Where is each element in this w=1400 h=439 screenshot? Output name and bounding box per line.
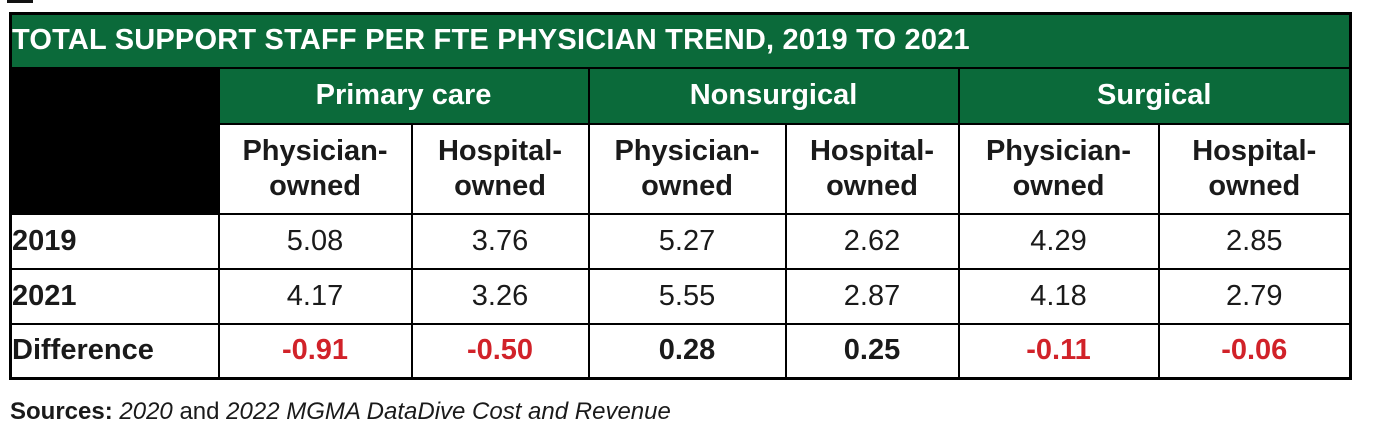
sub-header-hospital-owned: Hospital-owned [410,122,590,215]
title-row: TOTAL SUPPORT STAFF PER FTE PHYSICIAN TR… [9,12,1352,69]
value-cell: 5.27 [587,212,787,270]
group-header-row: Primary care Nonsurgical Surgical [9,66,1352,215]
value-cell: 4.18 [957,267,1160,325]
sources-conjunction: and [172,398,227,425]
sub-header-hospital-owned: Hospital-owned [784,122,960,215]
value-cell: 4.17 [217,267,413,325]
group-header-nonsurgical: Nonsurgical [587,66,960,125]
row-label-2021: 2021 [9,267,220,325]
value-cell: 4.29 [957,212,1160,270]
sources-separator: : [104,398,120,425]
value-cell: 3.76 [410,212,590,270]
value-cell: 2.85 [1157,212,1352,270]
value-cell: 2.79 [1157,267,1352,325]
sub-header-hospital-owned: Hospital-owned [1157,122,1352,215]
difference-value-cell: -0.91 [217,322,413,380]
difference-value-cell: 0.28 [587,322,787,380]
crop-artifact [7,0,33,3]
data-row-2019: 2019 5.08 3.76 5.27 2.62 4.29 2.85 [9,212,1352,270]
support-staff-table: TOTAL SUPPORT STAFF PER FTE PHYSICIAN TR… [9,12,1352,380]
value-cell: 5.08 [217,212,413,270]
group-header-primary-care: Primary care [217,66,590,125]
sources-label: Sources [10,398,105,425]
difference-value-cell: -0.11 [957,322,1160,380]
data-row-2021: 2021 4.17 3.26 5.55 2.87 4.18 2.79 [9,267,1352,325]
corner-cell [9,66,220,215]
sources-note: Sources: 2020 and 2022 MGMA DataDive Cos… [10,398,671,426]
group-header-surgical: Surgical [957,66,1352,125]
value-cell: 3.26 [410,267,590,325]
row-label-2019: 2019 [9,212,220,270]
value-cell: 2.87 [784,267,960,325]
sources-part-2020: 2020 [119,398,173,425]
row-label-difference: Difference [9,322,220,380]
table-title: TOTAL SUPPORT STAFF PER FTE PHYSICIAN TR… [9,12,1352,69]
sub-header-row: Physician-owned Hospital-owned Physician… [11,122,1352,215]
difference-value-cell: -0.50 [410,322,590,380]
sub-header-physician-owned: Physician-owned [587,122,787,215]
difference-value-cell: 0.25 [784,322,960,380]
sub-header-physician-owned: Physician-owned [217,122,413,215]
difference-value-cell: -0.06 [1157,322,1352,380]
data-row-difference: Difference -0.91 -0.50 0.28 0.25 -0.11 -… [9,322,1352,380]
value-cell: 2.62 [784,212,960,270]
sub-header-physician-owned: Physician-owned [957,122,1160,215]
sources-part-2022: 2022 MGMA DataDive Cost and Revenue [226,398,671,425]
value-cell: 5.55 [587,267,787,325]
